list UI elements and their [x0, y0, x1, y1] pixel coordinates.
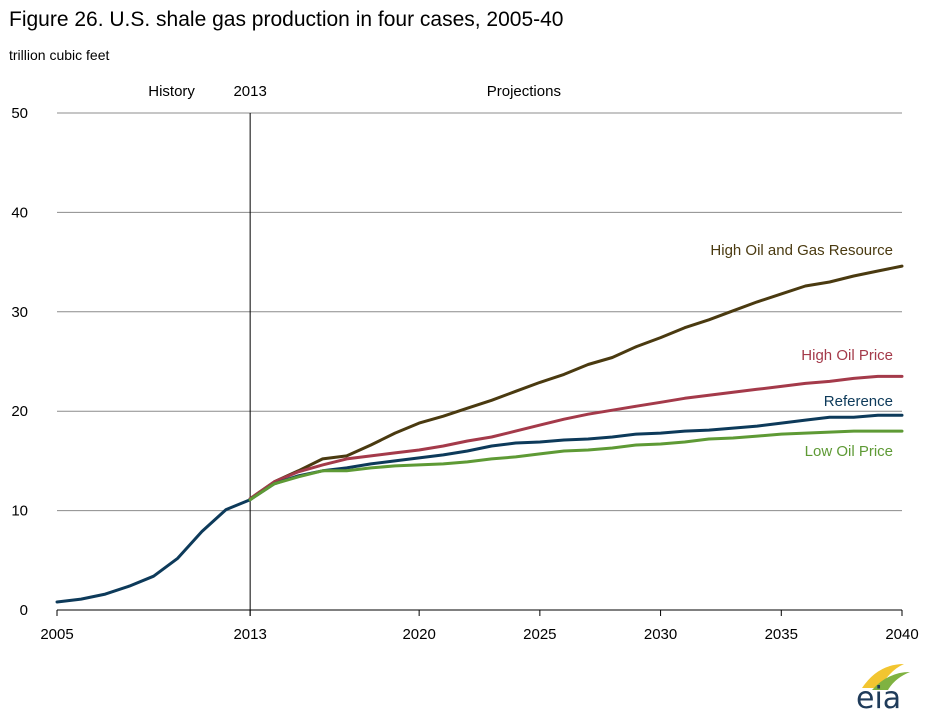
y-axis-unit-label: trillion cubic feet: [9, 47, 109, 63]
series-lines: [55, 264, 904, 604]
series-label-high-oil-and-gas-resource: High Oil and Gas Resource: [710, 242, 893, 259]
y-tick-label-40: 40: [11, 204, 28, 221]
y-tick-label-0: 0: [20, 602, 28, 619]
y-tick-label-10: 10: [11, 503, 28, 520]
y-tick-label-30: 30: [11, 304, 28, 321]
x-tick-label-2005: 2005: [40, 626, 73, 643]
y-tick-label-20: 20: [11, 403, 28, 420]
x-tick-label-2040: 2040: [885, 626, 918, 643]
logo-swoosh-green: [872, 672, 910, 690]
x-tick-label-2013: 2013: [233, 626, 266, 643]
y-tick-label-50: 50: [11, 105, 28, 122]
series-line-high-price: [248, 374, 904, 501]
x-tick-label-2020: 2020: [402, 626, 435, 643]
history-label: History: [148, 83, 195, 100]
series-label-low-oil-price: Low Oil Price: [805, 443, 893, 460]
logo-text: eia: [856, 681, 901, 716]
divider-year-label: 2013: [233, 83, 266, 100]
series-line-high-resource: [248, 264, 904, 501]
projections-label: Projections: [487, 83, 561, 100]
series-line-reference: [55, 413, 904, 604]
y-tick-labels: 0 10 20 30 40 50: [11, 105, 28, 619]
logo-swoosh-yellow: [862, 664, 904, 688]
series-label-reference: Reference: [824, 393, 893, 410]
gridlines: [57, 112, 902, 512]
series-label-high-oil-price: High Oil Price: [801, 347, 893, 364]
x-tick-label-2030: 2030: [644, 626, 677, 643]
x-tick-labels: 2005 2013 2020 2025 2030 2035 2040: [40, 610, 919, 643]
series-line-low-price: [248, 429, 904, 502]
x-tick-label-2025: 2025: [523, 626, 556, 643]
x-tick-label-2035: 2035: [765, 626, 798, 643]
eia-logo: eia: [856, 664, 910, 716]
chart-title: Figure 26. U.S. shale gas production in …: [9, 8, 564, 31]
